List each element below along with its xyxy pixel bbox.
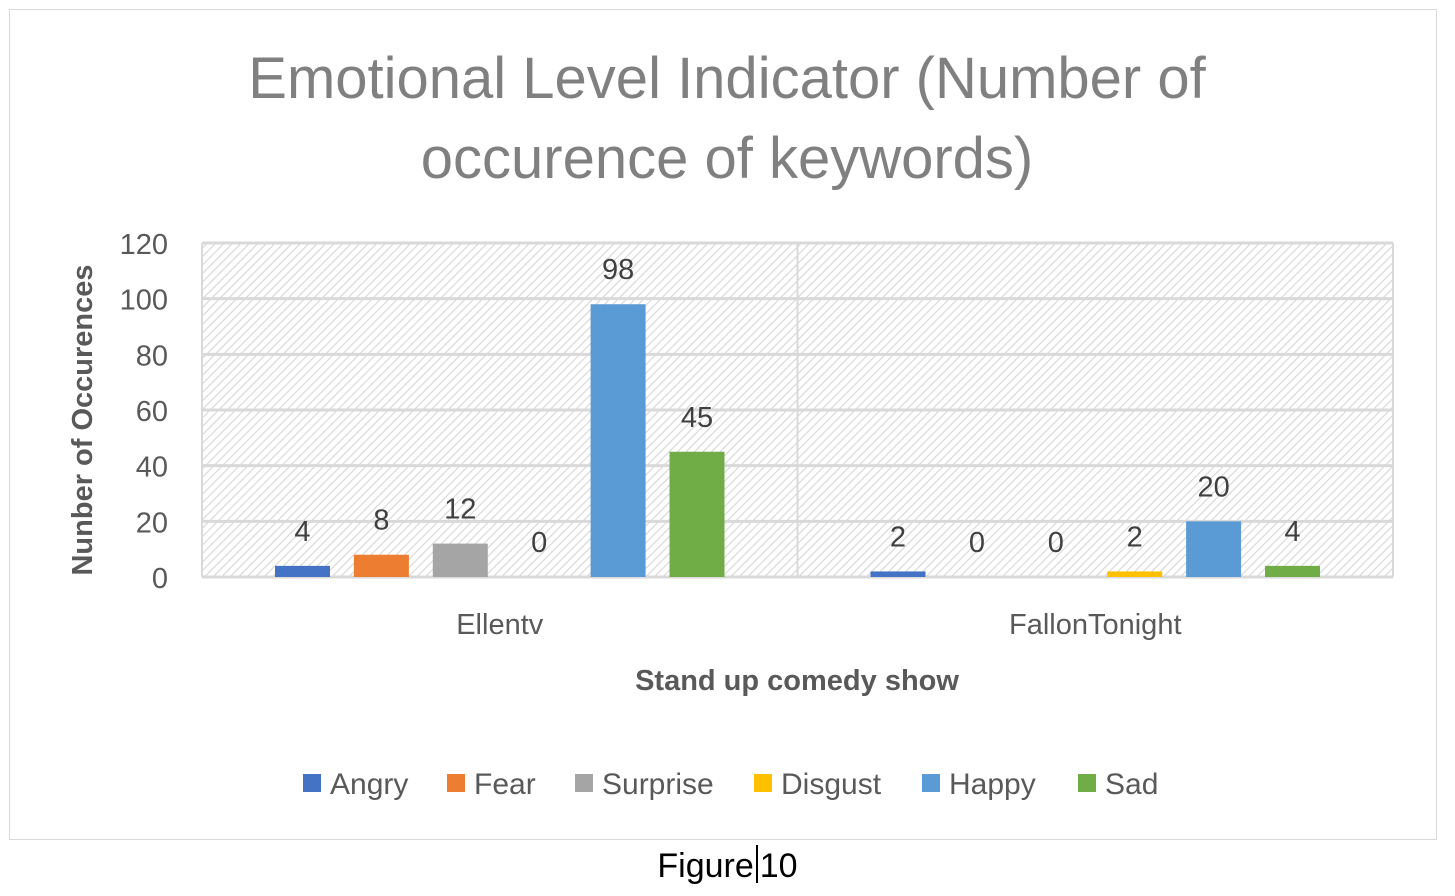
legend-swatch [754, 774, 772, 792]
bar [1107, 571, 1163, 577]
legend-label: Disgust [781, 768, 882, 801]
legend-swatch [575, 774, 593, 792]
legend-swatch [1078, 774, 1096, 792]
x-tick-label: FallonTonight [1009, 609, 1182, 641]
bar [275, 565, 330, 577]
y-tick-label: 0 [152, 563, 168, 595]
x-axis-label: Stand up comedy show [635, 665, 959, 697]
data-label: 2 [890, 521, 906, 553]
data-label: 0 [1048, 527, 1064, 559]
y-tick-label: 20 [136, 507, 168, 539]
x-tick-label: Ellentv [456, 609, 544, 641]
data-label: 12 [444, 494, 476, 526]
bar [669, 451, 725, 577]
y-axis-label: Nunber of Occurences [67, 264, 99, 575]
y-tick-label: 60 [136, 396, 168, 428]
legend-swatch [922, 774, 940, 792]
legend-label: Surprise [602, 768, 714, 801]
bar [1186, 521, 1242, 577]
legend-label: Sad [1105, 768, 1158, 801]
data-label: 45 [681, 402, 713, 434]
bar [870, 571, 926, 577]
y-tick-label: 40 [136, 452, 168, 484]
chart-title-line-2: occurence of keywords) [421, 126, 1033, 191]
legend-swatch [447, 774, 465, 792]
chart-title-line-1: Emotional Level Indicator (Number of [248, 46, 1206, 111]
y-tick-label: 120 [120, 229, 168, 261]
data-label: 4 [1284, 516, 1300, 548]
bar [353, 554, 409, 577]
text-cursor [755, 845, 758, 883]
data-label: 2 [1127, 521, 1143, 553]
data-label: 98 [602, 254, 634, 286]
caption-label: Figure [657, 847, 754, 885]
legend-label: Fear [474, 768, 536, 801]
bar [432, 543, 488, 577]
figure-caption: Figure 10 [0, 845, 1455, 886]
legend-swatch [303, 774, 321, 792]
data-label: 8 [373, 505, 389, 537]
y-tick-label: 80 [136, 340, 168, 372]
bar [590, 304, 646, 577]
data-label: 4 [294, 516, 310, 548]
legend: Angry Fear Surprise Disgust Happy Sad [303, 768, 1158, 801]
legend-label: Angry [330, 768, 408, 801]
data-label: 0 [969, 527, 985, 559]
caption-number: 10 [759, 847, 798, 885]
data-label: 0 [531, 527, 547, 559]
legend-label: Happy [949, 768, 1036, 801]
bar [1265, 565, 1320, 577]
y-tick-label: 100 [120, 285, 168, 317]
data-label: 20 [1197, 471, 1229, 503]
